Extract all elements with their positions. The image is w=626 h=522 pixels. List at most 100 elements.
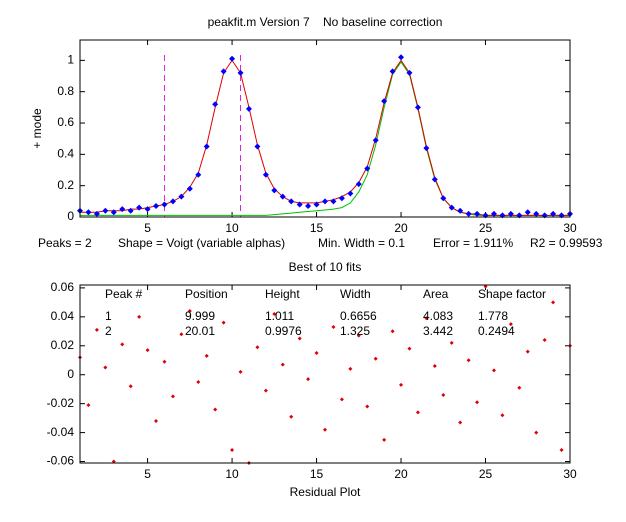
data-point [475,400,480,405]
data-point [170,394,175,399]
table-cell: 2 [105,324,112,338]
data-point [196,379,201,384]
fit-statistic: R2 = 0.99593 [530,236,603,250]
data-point [229,55,236,62]
data-point [524,209,531,216]
table-header: Position [185,287,228,301]
data-point [355,181,362,188]
data-point [550,210,557,217]
data-point [330,198,337,205]
data-point [423,145,430,152]
data-point [525,349,530,354]
x-tick-label: 5 [144,467,151,481]
x-tick-label: 30 [563,221,577,235]
data-point [381,98,388,105]
table-cell: 1.778 [478,309,508,323]
data-point [128,384,133,389]
table-cell: 9.999 [185,309,215,323]
y-tick-label: 0.2 [57,178,74,192]
y-tick-label: 0.4 [57,147,74,161]
data-point [103,365,108,370]
y-tick-label: 1 [67,53,74,67]
data-point [136,204,143,211]
data-point [474,210,481,217]
data-point [382,437,387,442]
data-point [432,364,437,369]
data-point [110,209,117,216]
data-point [263,388,268,393]
data-point [398,54,405,61]
data-point [431,176,438,183]
data-point [424,316,429,321]
plot-area [80,285,570,463]
data-point [213,407,218,412]
x-tick-label: 25 [479,221,493,235]
y-tick-label: 0.8 [57,84,74,98]
data-point [137,314,142,319]
chart-title: peakfit.m Version 7 No baseline correcti… [208,15,443,29]
data-point [238,369,243,374]
x-tick-label: 25 [479,467,493,481]
data-point [296,201,303,208]
table-cell: 3.442 [423,324,453,338]
data-point [119,206,126,213]
data-point [507,210,514,217]
data-point [390,329,395,334]
data-point [93,210,100,217]
table-cell: 4.083 [423,309,453,323]
data-point [517,385,522,390]
data-point [364,165,371,172]
data-point [533,210,540,217]
axes-box [79,284,571,464]
data-point [457,207,464,214]
data-point [220,68,227,75]
data-point [339,397,344,402]
data-point [407,346,412,351]
data-point [178,193,185,200]
data-point [490,210,497,217]
y-tick-label: 0 [67,209,74,223]
data-point [414,104,421,111]
x-tick-label: 10 [225,221,239,235]
x-tick-label: 15 [310,221,324,235]
table-cell: 1.011 [265,309,294,323]
y-tick-label: 0.02 [51,338,75,352]
data-point [153,203,160,210]
data-point [551,300,556,305]
data-point [322,198,328,205]
data-point [255,345,260,350]
data-point [169,198,176,205]
plot-area [80,40,570,217]
data-point [542,337,547,342]
table-header: Area [423,287,449,301]
data-point [195,171,202,178]
data-point [365,404,370,409]
data-point [389,68,396,75]
data-point [466,358,471,363]
y-tick-label: 0.6 [57,115,74,129]
data-point [144,206,151,213]
data-point [254,143,261,150]
data-point [204,353,209,358]
x-tick-label: 15 [310,467,324,481]
data-point [120,342,125,347]
data-point [534,430,539,435]
y-axis-label: + mode [30,108,44,149]
data-point [102,207,109,214]
table-cell: 0.9976 [265,324,302,338]
data-point [145,348,150,353]
data-point [162,359,167,364]
y-tick-label: 0 [67,367,74,381]
table-cell: 20.01 [185,324,215,338]
data-point [331,324,336,329]
data-point [500,413,505,418]
y-tick-label: -0.06 [47,454,75,468]
data-point [458,420,463,425]
table-cell: 1 [105,309,112,323]
data-point [186,185,193,192]
fit-statistic: Peaks = 2 [38,236,92,250]
table-header: Height [265,287,300,301]
data-point [262,171,269,178]
